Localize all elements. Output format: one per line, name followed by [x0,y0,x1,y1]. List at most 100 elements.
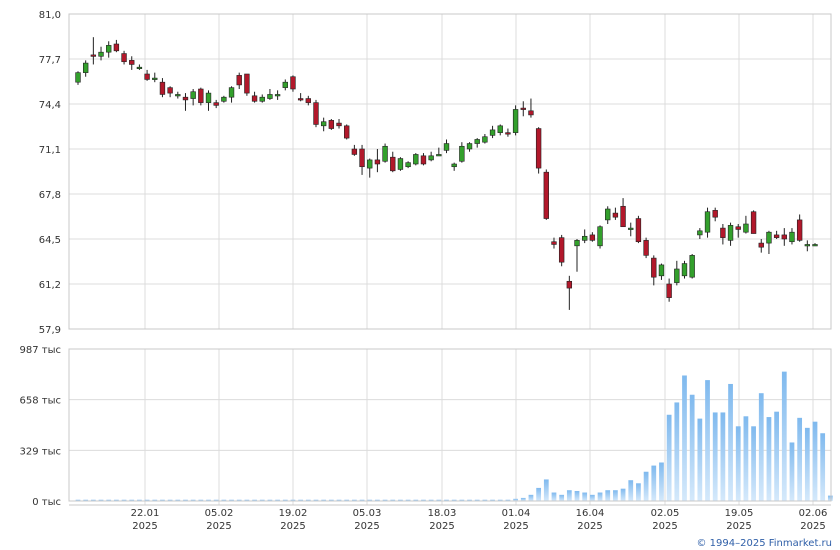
date-tick-label: 01.04 [502,508,531,519]
volume-bar [628,480,634,501]
price-tick-label: 74,4 [39,100,61,111]
candle-body [666,283,672,298]
volume-bar [282,499,288,501]
volume-bar [398,499,403,501]
candle-body [328,120,335,129]
volume-bar [313,499,319,501]
volume-bar [582,492,588,501]
price-tick-label: 71,1 [39,145,61,156]
volume-bar [183,499,188,501]
candle-body [221,96,227,102]
volume-bar [559,494,565,501]
candle-body [320,121,327,127]
volume-bar [789,442,795,501]
candle-body [489,129,496,136]
candle-body [159,81,166,95]
candle-body [198,88,204,103]
volume-bar [705,380,710,501]
volume-bar [236,499,242,501]
candle-body [743,223,749,233]
volume-bar [728,383,733,501]
candle-body [528,110,534,116]
volume-bar [129,499,135,501]
candle-body [75,72,81,83]
volume-bar [83,499,89,501]
volume-bar [758,393,764,501]
volume-bar [351,499,357,501]
candle-body [436,154,442,157]
candle-body [136,66,143,69]
candle-body [313,102,319,125]
candle-body [589,234,596,241]
candle-body [482,136,488,143]
candle-body [413,154,419,165]
candle-body [474,139,480,144]
date-tick-label: 05.02 [205,508,234,519]
volume-bar [820,433,826,501]
volume-bar [206,499,211,501]
date-tick-label: 05.03 [353,508,382,519]
volume-tick-label: 658 тыс [20,396,61,407]
candle-body [182,96,189,101]
candle-body [689,255,695,278]
volume-bar [620,488,626,501]
volume-bar [451,499,457,501]
candle-body [251,95,258,102]
volume-bar [137,499,142,501]
candle-body [674,268,680,283]
chart-frame [68,13,832,506]
volume-bar [613,490,618,501]
volume-bar [797,417,803,501]
candle-body [658,264,665,277]
volume-bar [275,499,280,501]
volume-bar [167,499,173,501]
volume-bar [712,412,718,501]
date-tick-label: 02.05 [651,508,680,519]
volume-bar [597,492,603,501]
candle-body [597,226,603,247]
year-tick-label: 2025 [503,521,528,532]
volume-bar [367,499,373,501]
volume-bar [743,416,749,501]
candle-body [620,205,626,228]
volume-bar [720,412,726,501]
date-tick-label: 16.04 [576,508,605,519]
volume-bar [574,490,580,501]
volume-bar [459,499,465,501]
candle-body [397,158,404,170]
candle-body [543,171,549,219]
candle-body [466,143,473,150]
candle-body [735,226,741,230]
candle-body [520,107,526,110]
volume-bar [536,487,542,501]
volume-bar [75,499,81,501]
candle-body [175,94,181,97]
candle-body [121,53,127,63]
candle-body [512,109,519,133]
candle-body [796,219,803,241]
volume-bar [528,494,534,501]
volume-bar [321,499,327,501]
candle-body [612,212,619,218]
candle-body [551,241,557,245]
volume-bar [229,499,234,501]
volume-bar [781,371,787,501]
volume-bar [290,499,296,501]
candle-body [244,73,250,94]
volume-bars [75,371,833,501]
candle-body [558,237,565,263]
price-axis-labels: 81,0 77,7 74,4 71,1 67,8 64,5 61,2 57,9 [39,10,61,336]
volume-bar [359,499,365,501]
candle-body [535,128,542,169]
volume-bar [751,426,756,501]
date-axis-labels: 22.01 2025 05.02 2025 19.02 2025 05.03 2025 18.0… [131,508,828,532]
candle-body [405,162,411,168]
candle-body [566,280,573,289]
candle-body [152,77,158,80]
volume-bar [175,499,181,501]
candle-body [390,156,396,172]
candle-body [190,91,196,99]
candle-body [336,122,342,127]
volume-bar [497,499,503,501]
volume-bar [827,495,833,501]
